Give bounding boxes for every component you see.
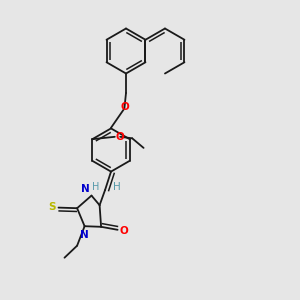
Text: O: O: [120, 226, 129, 236]
Text: N: N: [80, 230, 88, 240]
Text: N: N: [81, 184, 90, 194]
Text: H: H: [113, 182, 121, 192]
Text: S: S: [49, 202, 56, 212]
Text: O: O: [116, 131, 124, 142]
Text: O: O: [120, 102, 129, 112]
Text: H: H: [92, 182, 100, 192]
